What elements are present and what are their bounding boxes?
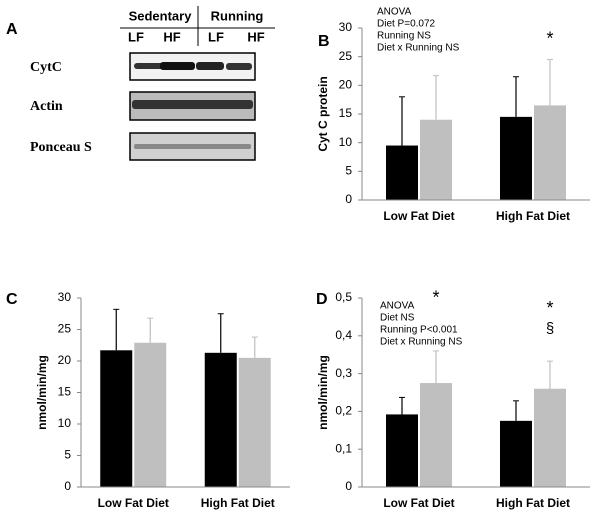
lane-label: LF — [208, 29, 224, 44]
y-tick-label: 20 — [58, 353, 72, 367]
y-tick-label: 25 — [58, 322, 72, 336]
lane-label: HF — [163, 29, 180, 44]
chart: B Cyt C protein 0 5 10 15 20 25 30 Low Fat Diet Hi… — [316, 7, 590, 223]
significance-marker: * — [432, 288, 439, 308]
bar — [238, 357, 271, 487]
bar — [386, 145, 418, 200]
annotation: Diet x Running NS — [380, 337, 463, 348]
significance-marker: * — [546, 28, 553, 48]
y-tick-label: 10 — [339, 135, 353, 149]
y-tick-label: 0,1 — [335, 441, 352, 455]
y-tick-label: 0,5 — [335, 290, 352, 304]
y-axis-label: nmol/min/mg — [316, 355, 330, 430]
annotation: ANOVA — [380, 301, 415, 312]
bar — [386, 414, 418, 487]
y-tick-label: 5 — [345, 164, 352, 178]
lane-label: HF — [247, 29, 264, 44]
x-tick-label: Low Fat Diet — [383, 496, 454, 510]
bar — [500, 420, 532, 487]
lane-label: LF — [128, 29, 144, 44]
panel-label: A — [6, 21, 18, 38]
bar — [420, 383, 452, 487]
annotation: Diet NS — [380, 313, 415, 324]
x-tick-label: Low Fat Diet — [383, 209, 454, 223]
blot-label: Ponceau S — [30, 140, 92, 155]
x-tick-label: Low Fat Diet — [98, 496, 169, 510]
y-tick-label: 30 — [339, 20, 353, 34]
group-label: Sedentary — [129, 8, 193, 23]
y-axis-label: Cyt C protein — [316, 76, 330, 151]
bar — [420, 119, 452, 200]
annotation: Diet x Running NS — [377, 43, 460, 54]
blot — [129, 52, 256, 81]
y-tick-label: 10 — [58, 416, 72, 430]
bar — [500, 116, 532, 200]
y-axis-label: nmol/min/mg — [35, 355, 49, 430]
bar — [534, 105, 566, 200]
blot — [129, 91, 256, 121]
x-tick-label: High Fat Diet — [496, 209, 570, 223]
panel-label: B — [318, 33, 330, 50]
significance-marker: § — [546, 320, 554, 337]
y-tick-label: 30 — [58, 290, 72, 304]
bar — [204, 352, 237, 487]
bar — [134, 342, 167, 487]
annotation: ANOVA — [377, 7, 412, 18]
group-label: Running — [211, 8, 264, 23]
significance-marker: * — [546, 298, 553, 318]
x-tick-label: High Fat Diet — [496, 496, 570, 510]
annotation: Diet P=0.072 — [377, 19, 436, 30]
blot-label: CytC — [30, 60, 62, 75]
y-tick-label: 5 — [64, 448, 71, 462]
y-tick-label: 0 — [64, 479, 71, 493]
y-tick-label: 25 — [339, 49, 353, 63]
annotation: Running P<0.001 — [380, 325, 458, 336]
blot-label: Actin — [30, 99, 63, 114]
y-tick-label: 20 — [339, 78, 353, 92]
y-tick-label: 0,4 — [335, 328, 352, 342]
annotation: Running NS — [377, 31, 431, 42]
bar — [100, 350, 133, 487]
y-tick-label: 0 — [345, 192, 352, 206]
x-tick-label: High Fat Diet — [201, 496, 275, 510]
y-tick-label: 0,2 — [335, 404, 352, 418]
y-tick-label: 15 — [339, 106, 353, 120]
blot — [129, 132, 256, 161]
bar — [534, 388, 566, 487]
panel-a: A Sedentary Running LF HF LF HF CytC Act… — [6, 6, 275, 161]
panel-label: C — [6, 291, 18, 308]
panel-label: D — [316, 291, 328, 308]
y-tick-label: 0 — [345, 479, 352, 493]
y-tick-label: 0,3 — [335, 366, 352, 380]
y-tick-label: 15 — [58, 385, 72, 399]
